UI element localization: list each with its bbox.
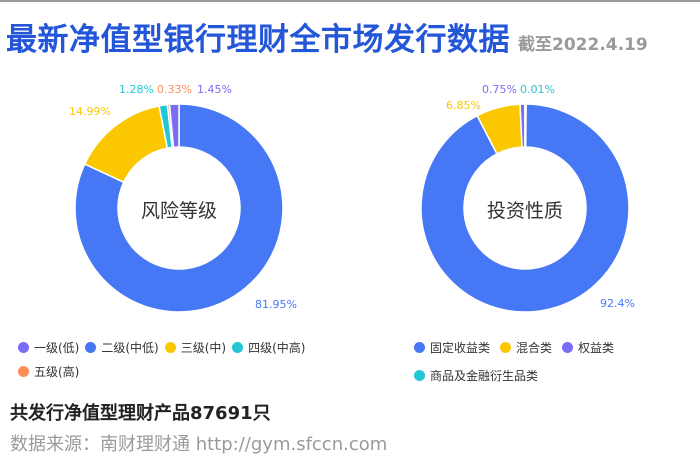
legend-item-level1[interactable]: 一级(低) [18, 339, 79, 356]
total-products: 共发行净值型理财产品87691只 [10, 403, 271, 424]
legend-label: 四级(中高) [248, 340, 306, 355]
legend-item-level4[interactable]: 四级(中高) [232, 339, 306, 356]
label-level3: 14.99% [69, 105, 111, 118]
legend-label: 五级(高) [34, 364, 80, 379]
top-divider [0, 0, 700, 2]
label-fixed-income: 92.4% [600, 297, 635, 310]
legend-item-level5[interactable]: 五级(高) [18, 363, 79, 380]
donut-slice[interactable] [74, 103, 284, 313]
risk-level-center-label: 风险等级 [140, 200, 217, 222]
legend-label: 混合类 [516, 340, 553, 355]
legend-label: 商品及金融衍生品类 [430, 368, 539, 383]
investment-nature-legend: 固定收益类 混合类 权益类 商品及金融衍生品类 [414, 335, 620, 387]
donut-slice[interactable] [524, 103, 527, 148]
blue-dot-icon [85, 341, 97, 353]
legend-label: 三级(中) [180, 340, 227, 355]
label-equity: 0.75% [482, 83, 517, 96]
label-mixed: 6.85% [446, 99, 481, 112]
header: 最新净值型银行理财全市场发行数据 截至2022.4.19 [6, 14, 648, 59]
yellow-dot-icon [500, 341, 512, 353]
legend-label: 一级(低) [34, 340, 80, 355]
legend-label: 二级(中低) [101, 340, 159, 355]
teal-dot-icon [414, 369, 425, 381]
data-source: 数据来源：南财理财通 http://gym.sfccn.com [10, 434, 388, 455]
legend-item-mixed[interactable]: 混合类 [500, 339, 552, 356]
legend-item-level2[interactable]: 二级(中低) [85, 339, 159, 356]
label-commodity: 0.01% [520, 83, 555, 96]
orange-dot-icon [18, 365, 29, 377]
legend-label: 权益类 [578, 340, 615, 355]
investment-nature-chart: 投资性质 0.75% 0.01% 6.85% 92.4% [360, 72, 690, 322]
risk-level-donut [74, 103, 284, 313]
investment-nature-donut [420, 103, 630, 313]
investment-nature-center-label: 投资性质 [486, 200, 563, 222]
legend-item-commodity[interactable]: 商品及金融衍生品类 [414, 367, 538, 384]
legend-label: 固定收益类 [430, 340, 491, 355]
donut-slice[interactable] [420, 103, 630, 313]
as-of-date: 截至2022.4.19 [518, 35, 648, 55]
teal-dot-icon [232, 341, 244, 353]
risk-level-chart: 风险等级 1.28% 0.33% 1.45% 14.99% 81.95% [14, 72, 344, 322]
label-level2: 81.95% [255, 298, 297, 311]
risk-level-legend: 一级(低) 二级(中低) 三级(中) 四级(中高) 五级(高) [18, 335, 312, 383]
legend-item-equity[interactable]: 权益类 [562, 339, 614, 356]
page-title: 最新净值型银行理财全市场发行数据 [6, 22, 510, 58]
legend-item-fixed-income[interactable]: 固定收益类 [414, 339, 490, 356]
blue-dot-icon [414, 341, 425, 353]
legend-item-level3[interactable]: 三级(中) [164, 339, 227, 356]
label-level4: 1.28% [119, 83, 154, 96]
yellow-dot-icon [164, 341, 176, 353]
purple-dot-icon [562, 341, 574, 353]
donut-slice[interactable] [168, 103, 180, 149]
label-level1: 1.45% [197, 83, 232, 96]
purple-dot-icon [18, 341, 29, 353]
label-level5: 0.33% [157, 83, 192, 96]
